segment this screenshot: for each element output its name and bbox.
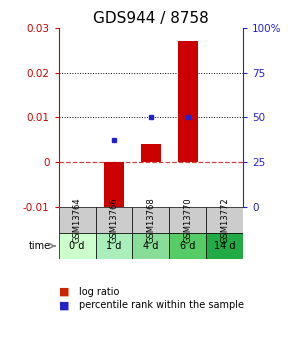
Text: 6 d: 6 d [180, 241, 195, 251]
Text: time: time [29, 241, 51, 251]
Bar [206, 233, 243, 259]
Bar [96, 207, 132, 233]
Text: log ratio: log ratio [79, 287, 120, 296]
Text: GSM13766: GSM13766 [110, 197, 118, 243]
Bar [104, 162, 124, 212]
Bar [132, 233, 169, 259]
Text: ■: ■ [59, 287, 69, 296]
Text: 4 d: 4 d [143, 241, 159, 251]
Text: GSM13768: GSM13768 [146, 197, 155, 243]
Bar [132, 207, 169, 233]
Title: GDS944 / 8758: GDS944 / 8758 [93, 11, 209, 27]
Text: percentile rank within the sample: percentile rank within the sample [79, 300, 244, 310]
Bar [178, 41, 198, 162]
Text: GSM13764: GSM13764 [73, 197, 81, 243]
Text: ■: ■ [59, 300, 69, 310]
Text: GSM13772: GSM13772 [220, 197, 229, 243]
Bar [59, 207, 96, 233]
Text: 1 d: 1 d [106, 241, 122, 251]
Bar [169, 207, 206, 233]
Bar [206, 207, 243, 233]
Bar [141, 145, 161, 162]
Bar [169, 233, 206, 259]
Bar [59, 233, 96, 259]
Text: 14 d: 14 d [214, 241, 236, 251]
Text: 0 d: 0 d [69, 241, 85, 251]
Bar [96, 233, 132, 259]
Text: GSM13770: GSM13770 [183, 197, 192, 243]
